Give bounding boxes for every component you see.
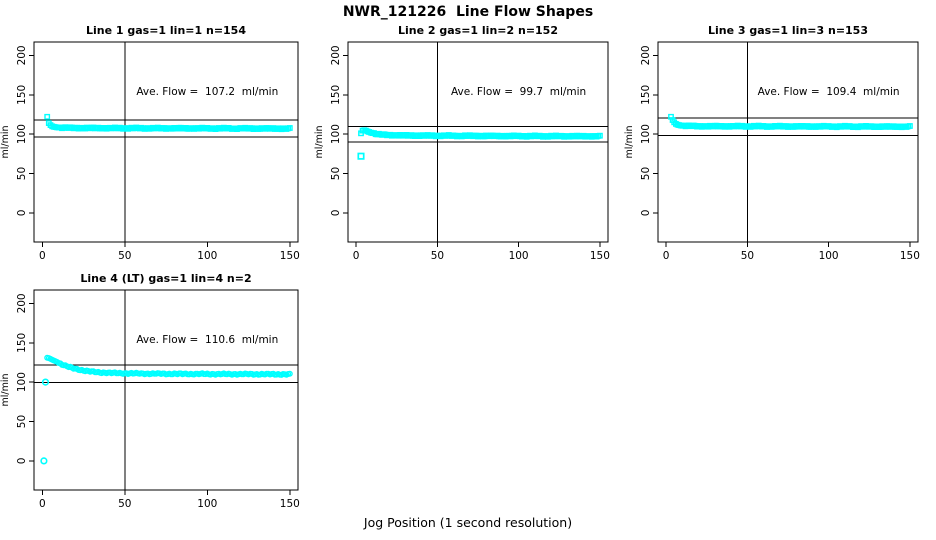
plot-border xyxy=(657,41,919,243)
x-tick-label: 0 xyxy=(353,250,360,262)
x-tick-label: 100 xyxy=(197,250,217,262)
x-axis-label: Jog Position (1 second resolution) xyxy=(363,515,573,530)
data-point xyxy=(286,125,293,131)
panel-title: Line 2 gas=1 lin=2 n=152 xyxy=(398,24,558,37)
ave-flow-annotation: Ave. Flow = 99.7 ml/min xyxy=(451,86,586,98)
ave-flow-annotation: Ave. Flow = 109.4 ml/min xyxy=(758,86,900,98)
y-tick-label: 50 xyxy=(16,415,28,428)
x-tick-label: 150 xyxy=(280,498,300,510)
ave-flow-annotation: Ave. Flow = 110.6 ml/min xyxy=(136,334,278,346)
x-tick-label: 0 xyxy=(663,250,670,262)
x-tick-label: 0 xyxy=(39,498,46,510)
y-tick-label: 150 xyxy=(330,85,342,105)
y-tick-label: 150 xyxy=(16,85,28,105)
y-tick-label: 200 xyxy=(330,45,342,65)
x-tick-label: 50 xyxy=(118,498,131,510)
panel-title: Line 4 (LT) gas=1 lin=4 n=2 xyxy=(80,272,251,285)
x-tick-label: 50 xyxy=(118,250,131,262)
data-point xyxy=(907,123,913,129)
y-tick-label: 100 xyxy=(330,124,342,144)
panel-line-3: 0 50 100 150 0 50 100 150 200 ml/min Line 3 gas=1 … xyxy=(624,24,920,262)
x-tick-label: 100 xyxy=(509,250,529,262)
outlier-point xyxy=(357,152,365,160)
y-tick-label: 50 xyxy=(16,167,28,180)
y-tick-label: 50 xyxy=(640,167,652,180)
panel-title: Line 3 gas=1 lin=3 n=153 xyxy=(708,24,868,37)
x-tick-label: 150 xyxy=(900,250,920,262)
x-tick-label: 100 xyxy=(819,250,839,262)
x-tick-label: 100 xyxy=(197,498,217,510)
y-tick-label: 50 xyxy=(330,167,342,180)
y-tick-label: 100 xyxy=(640,124,652,144)
plot-border xyxy=(347,41,609,243)
panel-title: Line 1 gas=1 lin=1 n=154 xyxy=(86,24,246,37)
y-tick-label: 150 xyxy=(16,333,28,353)
y-axis-label: ml/min xyxy=(314,125,325,158)
x-tick-label: 150 xyxy=(590,250,610,262)
y-axis-label: ml/min xyxy=(0,125,11,158)
panel-line-4: 0 50 100 150 0 50 100 150 200 ml/min Line 4 (LT) g… xyxy=(0,272,300,510)
data-point xyxy=(597,132,603,139)
y-tick-label: 0 xyxy=(16,210,28,217)
outlier-point xyxy=(41,378,50,386)
ave-flow-annotation: Ave. Flow = 107.2 ml/min xyxy=(136,86,278,98)
x-tick-label: 50 xyxy=(431,250,444,262)
figure-title: NWR_121226 Line Flow Shapes xyxy=(342,4,594,20)
y-tick-label: 0 xyxy=(16,458,28,465)
panel-line-2: 0 50 100 150 0 50 100 150 200 ml/min Line 2 gas=1 … xyxy=(314,24,610,262)
data-point xyxy=(286,370,293,377)
x-tick-label: 50 xyxy=(741,250,754,262)
data-point xyxy=(44,113,51,120)
y-axis-label: ml/min xyxy=(0,373,11,406)
x-tick-label: 150 xyxy=(280,250,300,262)
plot-border xyxy=(33,41,299,243)
panel-line-1: 0 50 100 150 0 50 100 150 200 ml/min Line 1 gas=1 … xyxy=(0,24,300,262)
y-tick-label: 200 xyxy=(16,45,28,65)
outlier-point xyxy=(40,457,48,465)
plot-border xyxy=(33,289,299,491)
y-tick-label: 200 xyxy=(16,293,28,313)
y-tick-label: 100 xyxy=(16,124,28,144)
y-tick-label: 200 xyxy=(640,45,652,65)
y-tick-label: 0 xyxy=(330,210,342,217)
y-axis-label: ml/min xyxy=(624,125,635,158)
x-tick-label: 0 xyxy=(39,250,46,262)
y-tick-label: 150 xyxy=(640,85,652,105)
y-tick-label: 0 xyxy=(640,210,652,217)
y-tick-label: 100 xyxy=(16,372,28,392)
